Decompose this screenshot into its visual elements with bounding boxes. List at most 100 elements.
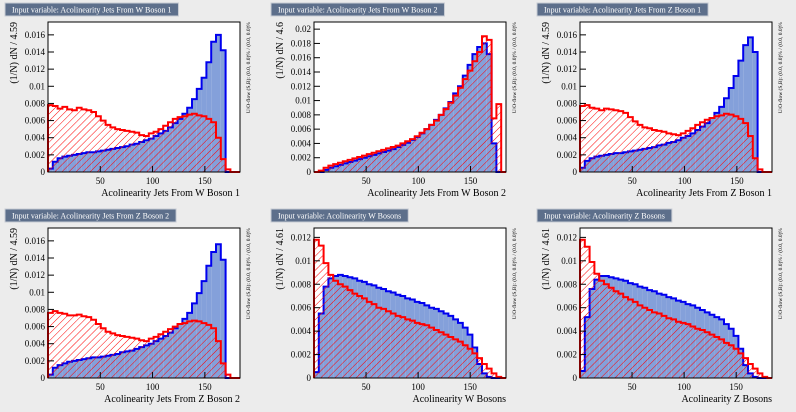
histogram-bin (328, 274, 334, 378)
x-tick-label: 50 (628, 382, 638, 392)
histogram-bin (376, 307, 382, 378)
histogram-bin (211, 41, 216, 172)
histogram-bin (352, 293, 358, 378)
histogram-bin (671, 134, 676, 172)
histogram-bin (362, 155, 367, 172)
histogram-bin (62, 313, 68, 378)
histogram-bin (76, 107, 82, 172)
y-tick-label: 0.012 (291, 81, 311, 91)
plot-frame (47, 227, 241, 379)
x-axis-label: Acolinearity Jets From W Boson 1 (101, 188, 240, 199)
histogram-bin (462, 79, 468, 172)
histogram-bin (48, 312, 53, 378)
histogram-bin (424, 129, 430, 172)
y-axis-label: (1/N) dN / 4.61 (275, 228, 286, 290)
histogram-outline (579, 275, 772, 379)
y-tick-label: 0.006 (25, 116, 46, 126)
histogram-bin (381, 149, 386, 172)
histogram-bin (352, 158, 358, 172)
histogram-bin (414, 322, 420, 378)
histogram-bin (685, 130, 691, 172)
histogram-bin (680, 133, 686, 172)
histogram-bin (632, 121, 638, 172)
overflow-note: U/O-flow (S,B): (0.0, 0.0)% / (0.0, 0.0)… (245, 228, 252, 320)
y-tick-label: 0.008 (557, 279, 578, 289)
histogram-bin (608, 109, 614, 172)
plot-frame (313, 21, 507, 173)
x-tick-label: 150 (463, 382, 477, 392)
histogram-bin (211, 252, 216, 378)
plot-frame (579, 227, 773, 379)
histogram-bin (323, 167, 329, 172)
title-box: Input variable: Acolinearity Jets From W… (270, 2, 445, 17)
histogram-bin (211, 122, 216, 172)
histogram-bin (206, 324, 212, 378)
y-tick-label: 0.012 (25, 64, 45, 74)
histogram-bin (434, 120, 439, 172)
histogram-bin (328, 165, 334, 172)
histogram-outline (313, 238, 506, 379)
chart-title: Input variable: Acolinearity Jets From Z… (12, 212, 169, 221)
title-box: Input variable: Acolinearity W Bosons (270, 208, 409, 223)
histogram-bin (220, 363, 226, 378)
histogram-bin (743, 45, 748, 173)
y-tick-label: 0.01 (29, 81, 45, 91)
histogram-bin (216, 244, 221, 378)
y-tick-label: 0.006 (557, 116, 578, 126)
y-tick-label: 0.014 (25, 47, 46, 57)
y-tick-label: 0.012 (291, 232, 311, 242)
histogram-bin (139, 340, 144, 378)
histogram-bin (628, 117, 633, 172)
histogram-bin (405, 319, 410, 378)
y-axis-label: (1/N) dN / 4.6 (275, 22, 286, 79)
histogram-bin (743, 123, 748, 172)
histogram-bin (680, 322, 686, 378)
histogram-series (47, 104, 240, 173)
histogram-bin (100, 120, 106, 172)
histogram-bin (405, 141, 410, 172)
y-tick-label: 0.004 (25, 339, 46, 349)
histogram-bin (491, 118, 497, 172)
histogram-bin (486, 39, 492, 172)
histogram-bin (366, 154, 372, 172)
histogram-bin (347, 159, 353, 172)
title-box: Input variable: Acolinearity Jets From W… (4, 2, 179, 17)
y-axis-label: (1/N) dN / 4.61 (541, 228, 552, 290)
histogram-bin (220, 259, 226, 378)
y-tick-label: 0.004 (557, 326, 578, 336)
y-tick-label: 0.006 (25, 322, 46, 332)
histogram-bin (448, 102, 454, 172)
title-background (4, 2, 179, 17)
histogram-bin (395, 145, 401, 172)
histogram-bin (419, 324, 425, 378)
y-tick-label: 0 (41, 167, 46, 177)
chart-title: Input variable: Acolinearity Jets From W… (12, 6, 171, 15)
histogram-bin (206, 118, 212, 172)
y-tick-label: 0.008 (557, 98, 578, 108)
y-tick-label: 0.012 (25, 270, 45, 280)
histogram-bin (714, 116, 720, 172)
histogram-bin (462, 345, 468, 378)
histogram-bin (700, 122, 705, 172)
histogram-bin (704, 119, 710, 172)
x-tick-label: 150 (730, 176, 744, 186)
histogram-bin (376, 151, 382, 172)
x-tick-label: 100 (411, 382, 425, 392)
histogram-bin (91, 112, 96, 172)
histogram-bin (589, 261, 595, 378)
histogram-bin (453, 95, 458, 172)
y-tick-label: 0.02 (295, 24, 311, 34)
x-axis-label: Acolinearity Z Bosons (681, 394, 772, 405)
y-tick-label: 0 (307, 373, 312, 383)
histogram-bin (604, 284, 609, 378)
histogram-bin (225, 169, 231, 172)
histogram-bin (637, 305, 643, 378)
histogram-bin (314, 239, 319, 378)
x-tick-label: 50 (362, 382, 372, 392)
histogram-bin (120, 336, 125, 378)
y-tick-label: 0.002 (291, 153, 311, 163)
y-tick-label: 0 (573, 373, 578, 383)
histogram-bin (604, 108, 609, 172)
histogram-bin (115, 335, 120, 378)
histogram-bin (105, 331, 111, 378)
